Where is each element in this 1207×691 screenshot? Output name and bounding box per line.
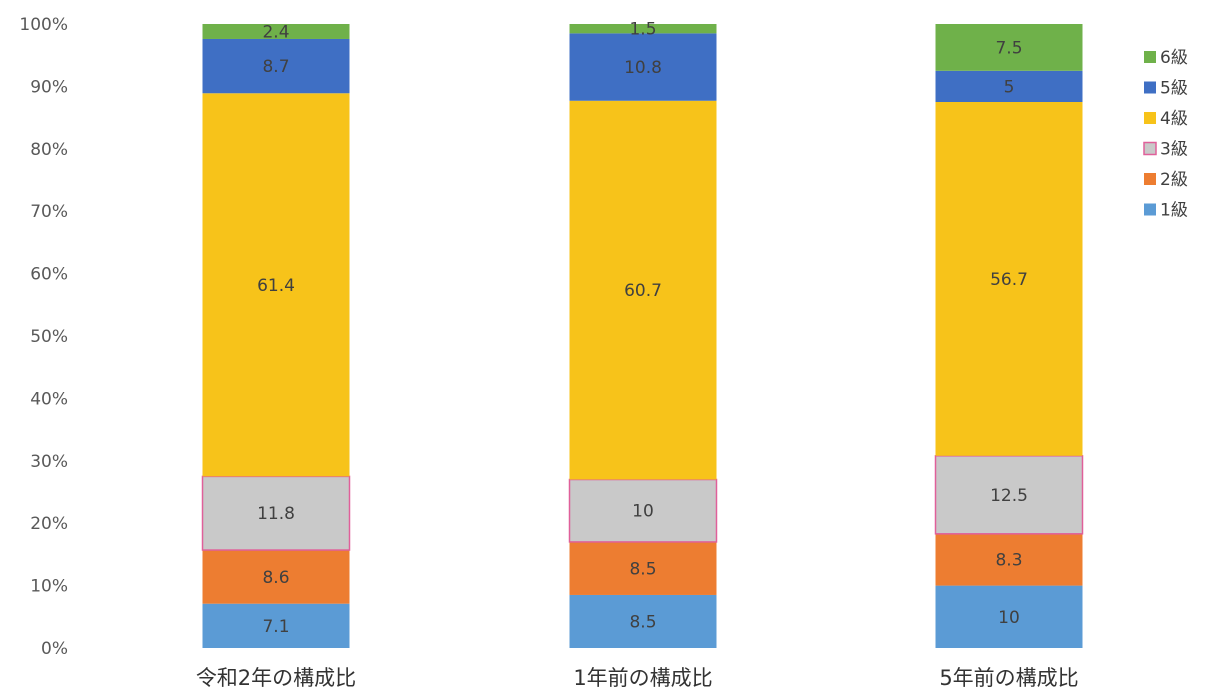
y-tick-label: 10%: [30, 577, 68, 597]
legend-item: 5級: [1144, 79, 1188, 99]
bar-segment: [568, 478, 718, 543]
legend-label: 2級: [1160, 170, 1188, 190]
data-label: 10.8: [624, 58, 662, 78]
legend-swatch: [1144, 51, 1156, 63]
data-label: 61.4: [257, 276, 295, 296]
y-tick-label: 100%: [19, 15, 68, 35]
bar-stack: 10 8.3 12.5 56.7 5 7.5: [934, 24, 1084, 648]
bar-segment: [202, 93, 350, 477]
bar-segment: [569, 24, 717, 34]
legend-swatch: [1143, 141, 1157, 156]
legend-item: 2級: [1144, 170, 1188, 190]
legend-item: 3級: [1143, 140, 1188, 160]
x-category-label: 5年前の構成比: [939, 666, 1078, 690]
legend: 6級 5級 4級 3級 2級 1級: [1143, 48, 1188, 221]
legend-swatch: [1144, 203, 1156, 216]
y-tick-label: 90%: [30, 77, 68, 97]
legend-item: 4級: [1144, 109, 1188, 129]
bar-segment: [569, 100, 717, 480]
data-label: 8.5: [629, 612, 656, 632]
y-tick-label: 20%: [30, 514, 68, 534]
data-label: 8.5: [629, 559, 656, 579]
bar-segment: [935, 585, 1083, 648]
data-label: 12.5: [990, 486, 1028, 506]
data-label: 8.7: [262, 57, 289, 77]
bar-segment: [201, 475, 351, 551]
data-label: 60.7: [624, 281, 662, 301]
legend-item: 6級: [1144, 48, 1188, 68]
data-label: 56.7: [990, 270, 1028, 290]
bars: 7.1 8.6 11.8 61.4 8.7 2.4 8.5 8.5 10 60.7 10.8 1.5 1…: [201, 20, 1084, 648]
legend-swatch: [1144, 112, 1156, 124]
bar-segment: [202, 550, 350, 604]
x-category-label: 1年前の構成比: [573, 666, 712, 690]
data-label: 8.6: [262, 568, 289, 588]
legend-label: 1級: [1160, 201, 1188, 221]
bar-segment: [935, 102, 1083, 456]
y-tick-label: 80%: [30, 140, 68, 160]
legend-label: 6級: [1160, 48, 1188, 68]
data-label: 5: [1004, 77, 1015, 97]
y-tick-label: 30%: [30, 452, 68, 472]
y-tick-label: 50%: [30, 327, 68, 347]
bar-segment: [569, 594, 717, 648]
data-label: 11.8: [257, 504, 295, 524]
bar-stack: 8.5 8.5 10 60.7 10.8 1.5: [568, 20, 718, 648]
bar-segment: [934, 455, 1084, 535]
x-axis: 令和2年の構成比 1年前の構成比 5年前の構成比: [196, 666, 1079, 690]
bar-segment: [935, 24, 1083, 71]
legend-swatch: [1144, 81, 1156, 94]
bar-segment: [202, 24, 350, 39]
data-label: 1.5: [629, 20, 656, 40]
bar-stack: 7.1 8.6 11.8 61.4 8.7 2.4: [201, 22, 351, 648]
bar-segment: [569, 541, 717, 595]
y-tick-label: 70%: [30, 202, 68, 222]
data-label: 2.4: [262, 22, 289, 42]
data-label: 10: [632, 502, 654, 522]
y-tick-label: 40%: [30, 389, 68, 409]
bar-segment: [569, 33, 717, 101]
bar-segment: [202, 603, 350, 648]
data-label: 10: [998, 608, 1020, 628]
x-category-label: 令和2年の構成比: [196, 666, 356, 690]
legend-swatch: [1144, 173, 1156, 185]
legend-label: 4級: [1160, 109, 1188, 129]
data-label: 7.5: [995, 38, 1022, 58]
legend-label: 3級: [1160, 140, 1188, 160]
data-label: 8.3: [995, 551, 1022, 571]
legend-label: 5級: [1160, 79, 1188, 99]
bar-segment: [202, 38, 350, 94]
data-label: 7.1: [262, 617, 289, 637]
legend-item: 1級: [1144, 201, 1188, 221]
bar-segment: [935, 533, 1083, 586]
y-axis: 0% 10% 20% 30% 40% 50% 60% 70% 80% 90% 100%: [19, 15, 68, 659]
y-tick-label: 60%: [30, 265, 68, 285]
y-tick-label: 0%: [41, 639, 68, 659]
bar-segment: [935, 70, 1083, 102]
